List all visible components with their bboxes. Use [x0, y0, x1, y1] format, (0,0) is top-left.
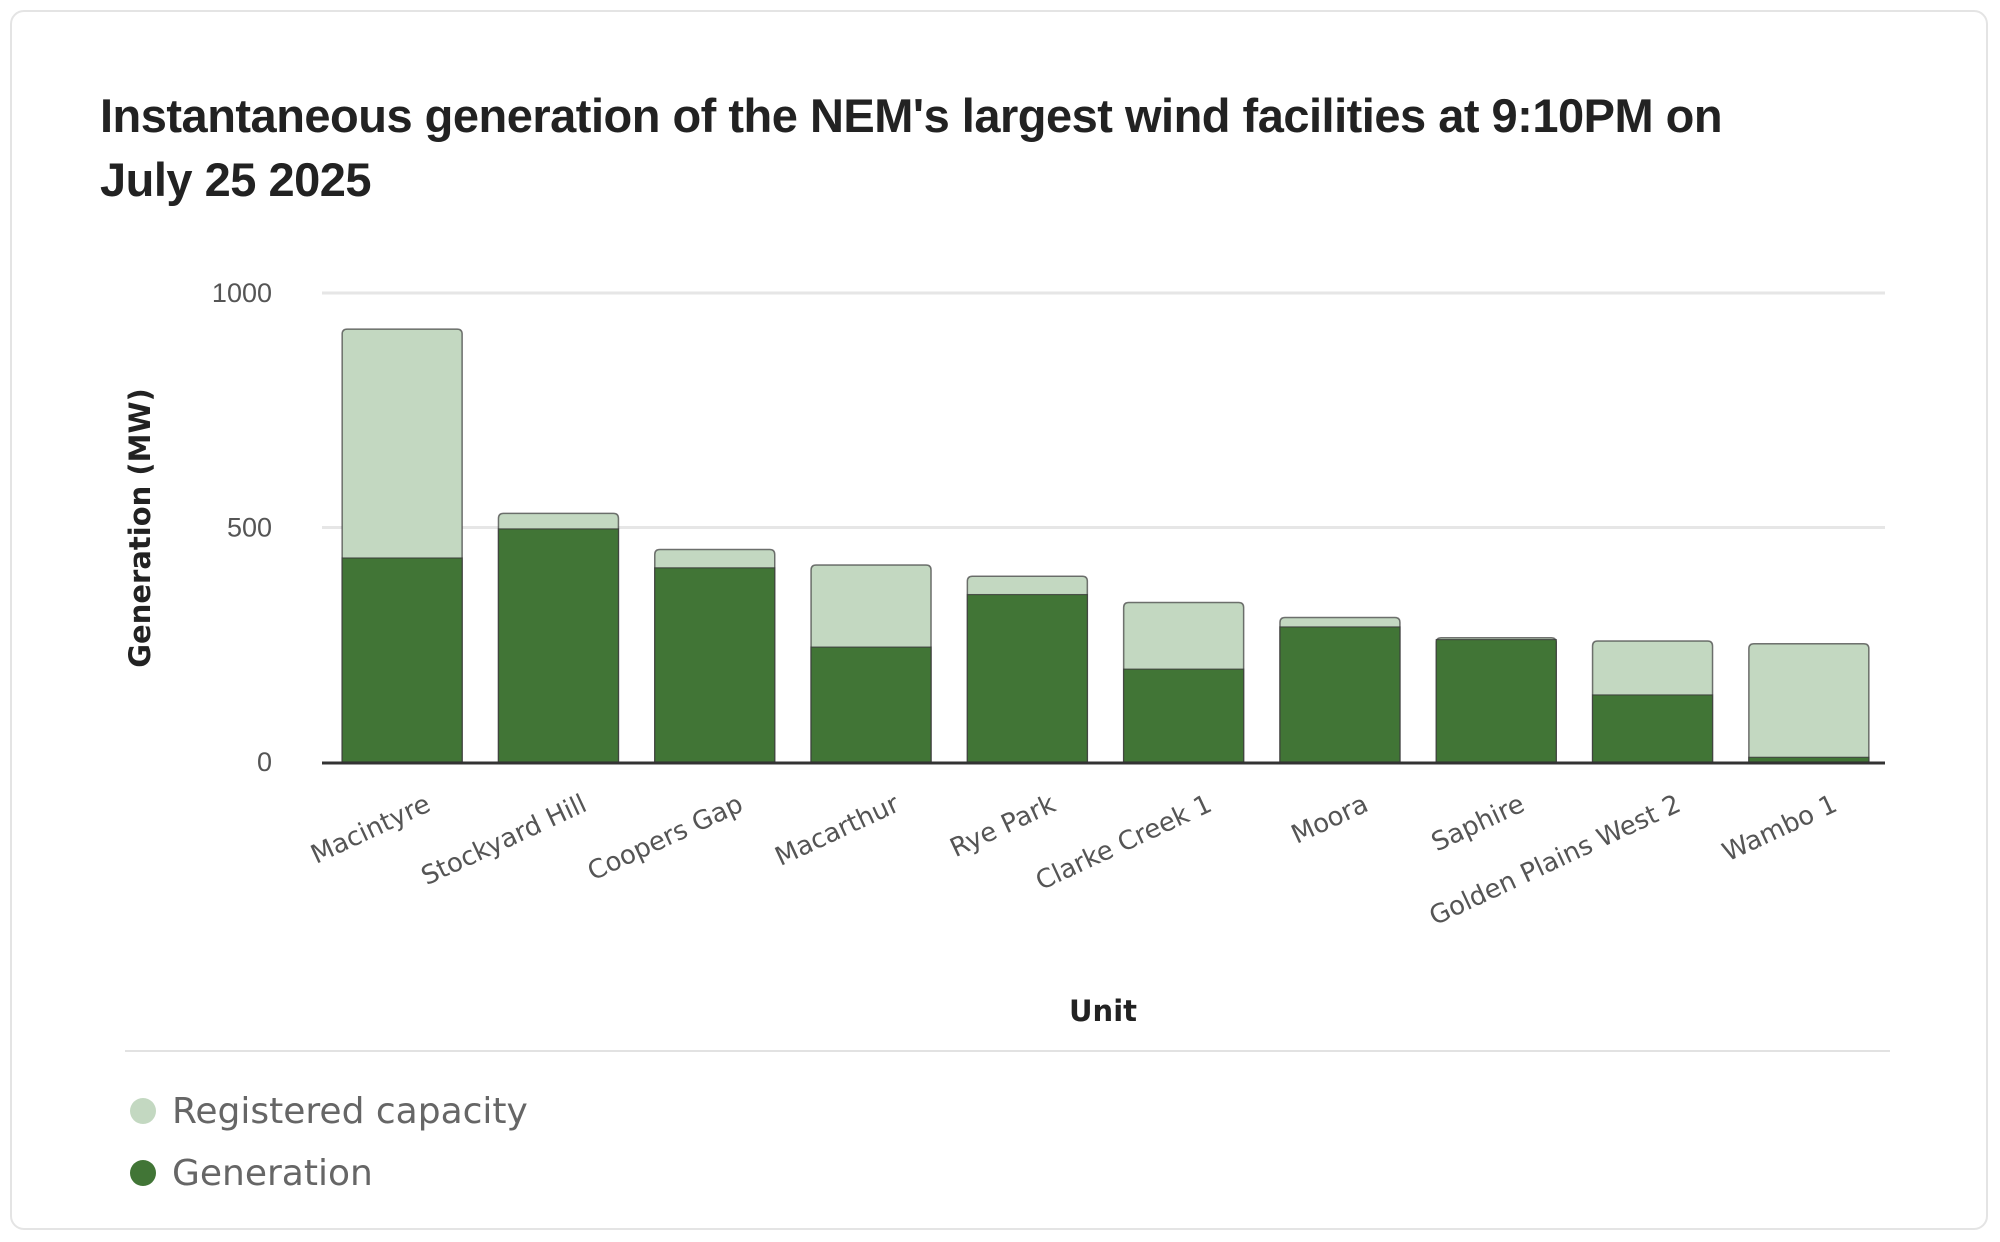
bar-capacity-wambo-1[interactable]	[1748, 643, 1870, 763]
bar-generation-clarke-creek-1[interactable]	[1123, 668, 1245, 763]
bar-generation-golden-plains-west-2[interactable]	[1591, 694, 1714, 763]
y-tick-label: 1000	[212, 278, 272, 308]
y-axis-ticks: 0 500 1000	[212, 278, 272, 777]
y-tick-label: 500	[227, 513, 272, 543]
x-axis-title: Unit	[1069, 994, 1137, 1028]
legend-item-registered-capacity[interactable]: Registered capacity	[130, 1080, 528, 1142]
x-tick-label: Macarthur	[771, 789, 905, 873]
x-tick-label: Saphire	[1427, 789, 1529, 858]
bar-generation-moora[interactable]	[1279, 626, 1401, 763]
legend: Registered capacity Generation	[130, 1080, 528, 1204]
x-tick-label: Macintyre	[306, 789, 435, 870]
x-tick-label: Moora	[1287, 789, 1373, 850]
bar-generation-saphire[interactable]	[1435, 638, 1557, 763]
gridlines	[322, 291, 1885, 529]
bar-generation-rye-park[interactable]	[966, 593, 1088, 763]
x-tick-label: Stockyard Hill	[417, 789, 592, 892]
bar-generation-wambo-1[interactable]	[1748, 756, 1870, 763]
bar-generation-stockyard-hill[interactable]	[497, 528, 620, 763]
x-tick-label: Rye Park	[946, 789, 1061, 864]
x-tick-label: Golden Plains West 2	[1425, 789, 1686, 932]
x-tick-label: Wambo 1	[1718, 789, 1842, 868]
y-tick-label: 0	[257, 747, 272, 777]
y-axis-title: Generation (MW)	[123, 388, 157, 667]
legend-label: Registered capacity	[172, 1090, 528, 1132]
x-tick-label: Clarke Creek 1	[1031, 789, 1216, 897]
legend-label: Generation	[172, 1152, 373, 1194]
legend-item-generation[interactable]: Generation	[130, 1142, 528, 1204]
bar-generation-macintyre[interactable]	[341, 557, 463, 763]
legend-divider	[125, 1050, 1890, 1052]
bar-generation-macarthur[interactable]	[810, 646, 932, 763]
bars	[341, 328, 1870, 763]
legend-swatch-capacity	[130, 1098, 156, 1124]
bar-generation-coopers-gap[interactable]	[654, 567, 776, 763]
legend-swatch-generation	[130, 1160, 156, 1186]
chart-title: Instantaneous generation of the NEM's la…	[100, 89, 1723, 206]
x-tick-label: Coopers Gap	[583, 789, 748, 887]
